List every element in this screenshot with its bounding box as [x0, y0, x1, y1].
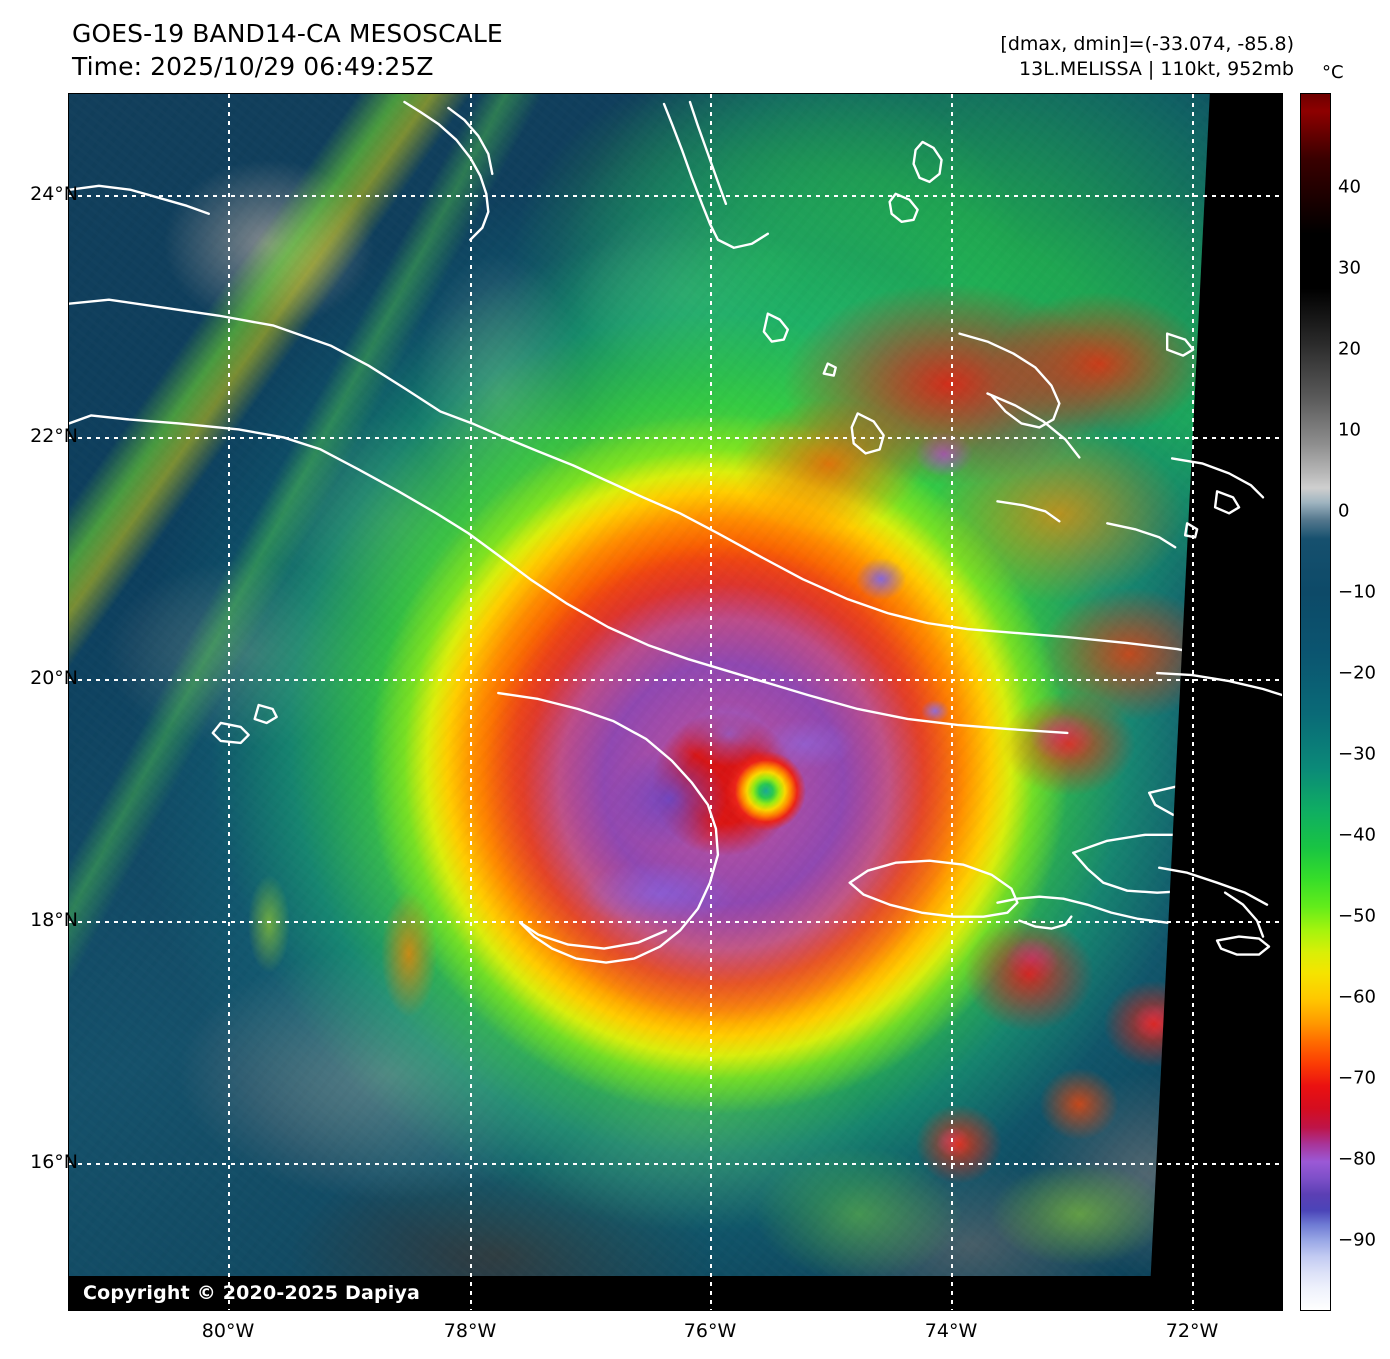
lat-tick-20n: 20°N	[30, 667, 78, 689]
lat-tick-18n: 18°N	[30, 909, 78, 931]
lon-tick-72w: 72°W	[1165, 1320, 1219, 1342]
lon-tick-76w: 76°W	[683, 1320, 737, 1342]
coastline-overlay-nodata	[1155, 457, 1282, 956]
cb-tick-neg10: −10	[1338, 581, 1376, 603]
satellite-image-plot[interactable]: Copyright © 2020-2025 Dapiya	[68, 93, 1283, 1311]
cb-tick-0: 0	[1338, 500, 1350, 522]
cb-tick-neg80: −80	[1338, 1148, 1376, 1170]
cb-tick-neg40: −40	[1338, 824, 1376, 846]
lon-tick-74w: 74°W	[924, 1320, 978, 1342]
lat-tick-24n: 24°N	[30, 183, 78, 205]
cb-tick-neg30: −30	[1338, 743, 1376, 765]
timestamp-label: Time: 2025/10/29 06:49:25Z	[72, 51, 434, 81]
cb-tick-neg50: −50	[1338, 905, 1376, 927]
cb-tick-neg20: −20	[1338, 662, 1376, 684]
title-block: GOES-19 BAND14-CA MESOSCALE Time: 2025/1…	[72, 18, 503, 83]
page-title: GOES-19 BAND14-CA MESOSCALE	[72, 19, 503, 48]
storm-info-label: 13L.MELISSA | 110kt, 952mb	[1019, 58, 1294, 81]
bottom-black-band	[69, 1276, 1282, 1310]
cb-tick-neg70: −70	[1338, 1067, 1376, 1089]
metadata-block: [dmax, dmin]=(-33.074, -85.8) 13L.MELISS…	[1000, 32, 1294, 83]
cb-tick-20: 20	[1338, 338, 1361, 360]
cb-tick-40: 40	[1338, 176, 1361, 198]
cb-tick-neg90: −90	[1338, 1229, 1376, 1251]
copyright-label: Copyright © 2020-2025 Dapiya	[83, 1282, 421, 1304]
coastline-overlay	[69, 100, 1282, 994]
cb-tick-10: 10	[1338, 419, 1361, 441]
dmax-dmin-label: [dmax, dmin]=(-33.074, -85.8)	[1000, 33, 1294, 55]
lat-tick-22n: 22°N	[30, 425, 78, 447]
cb-tick-neg60: −60	[1338, 986, 1376, 1008]
colorbar-unit-label: °C	[1322, 62, 1344, 83]
infrared-brightness-temperature-raster	[69, 94, 1282, 1310]
cb-tick-30: 30	[1338, 257, 1361, 279]
lon-tick-80w: 80°W	[201, 1320, 255, 1342]
temperature-colorbar[interactable]	[1300, 93, 1331, 1311]
lat-tick-16n: 16°N	[30, 1151, 78, 1173]
lon-tick-78w: 78°W	[443, 1320, 497, 1342]
